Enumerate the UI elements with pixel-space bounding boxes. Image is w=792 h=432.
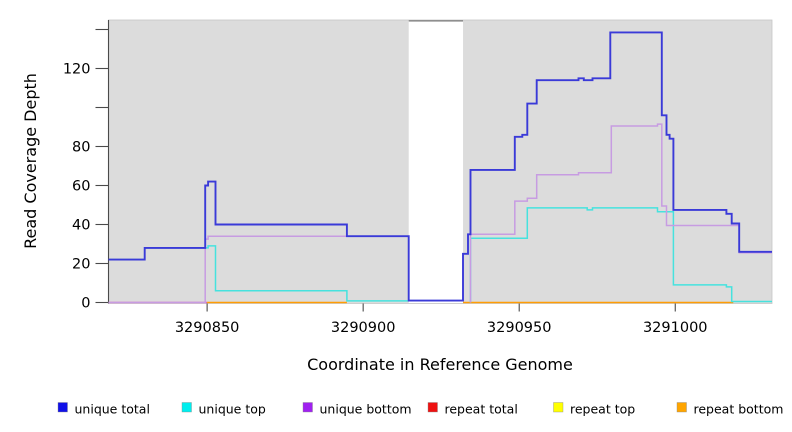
series-line-unique-bottom (469, 123, 772, 303)
legend-swatch-unique-total (57, 402, 68, 413)
legend-swatch-repeat-bottom (676, 402, 687, 413)
y-axis-title: Read Coverage Depth (21, 73, 40, 249)
x-tick-label: 3291000 (643, 320, 708, 336)
y-tick-label: 120 (63, 62, 91, 78)
plot-generated-content: 0 20 40 60 80 120 3290850 3290900 3290950 3291000… (57, 19, 784, 417)
legend-label-unique-top: unique top (199, 402, 266, 417)
legend-swatch-unique-top (181, 402, 192, 413)
legend-label-repeat-top: repeat top (570, 402, 635, 417)
y-tick-label: 60 (72, 179, 90, 195)
y-tick-label: 0 (81, 296, 90, 312)
x-tick-label: 3290850 (175, 320, 240, 336)
legend-label-repeat-total: repeat total (445, 402, 518, 417)
x-tick-label: 3290950 (487, 320, 552, 336)
legend-swatch-unique-bottom (302, 402, 313, 413)
series-line-unique-total (108, 31, 772, 302)
legend-swatch-repeat-top (553, 402, 564, 413)
legend-label-repeat-bottom: repeat bottom (694, 402, 784, 417)
x-axis-title: Coordinate in Reference Genome (307, 355, 573, 374)
y-tick-label: 80 (72, 140, 90, 156)
legend-swatch-repeat-total (427, 402, 438, 413)
legend-label-unique-total: unique total (75, 402, 150, 417)
series-line-unique-top (469, 207, 772, 303)
x-tick-label: 3290900 (331, 320, 396, 336)
legend-label-unique-bottom: unique bottom (320, 402, 412, 417)
masked-region (408, 20, 464, 304)
y-tick-label: 20 (72, 257, 90, 273)
y-tick-label: 40 (72, 218, 90, 234)
